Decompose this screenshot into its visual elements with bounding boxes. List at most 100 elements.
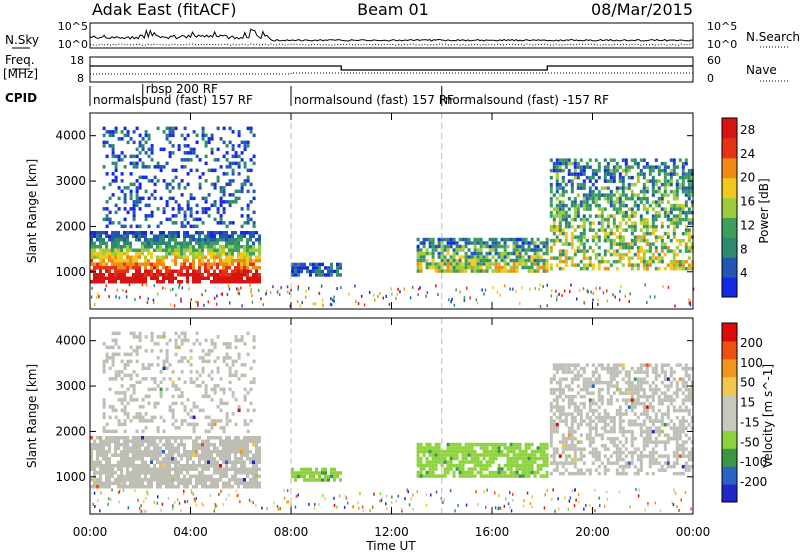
heatmap-cell <box>153 405 157 409</box>
heatmap-cell <box>138 450 141 454</box>
heatmap-cell <box>582 179 586 183</box>
heatmap-cell <box>258 450 261 454</box>
heatmap-cell <box>588 419 592 423</box>
heatmap-cell <box>591 182 595 187</box>
heatmap-cell <box>681 377 685 381</box>
heatmap-cell <box>615 450 619 455</box>
heatmap-cell <box>678 249 682 253</box>
heatmap-cell <box>633 384 637 388</box>
heatmap-cell <box>237 144 241 148</box>
heatmap-cell <box>681 464 685 469</box>
heatmap-cell <box>630 384 634 388</box>
heatmap-cell <box>222 207 226 211</box>
heatmap-cell <box>225 363 229 367</box>
heatmap-cell <box>624 380 628 385</box>
heatmap-cell <box>564 249 568 253</box>
heatmap-cell <box>294 266 297 270</box>
heatmap-cell <box>452 258 456 263</box>
heatmap-cell <box>497 241 501 245</box>
heatmap-cell <box>428 460 432 464</box>
heatmap-cell <box>573 168 577 173</box>
heatmap-cell <box>552 221 556 225</box>
heatmap-cell <box>552 214 556 218</box>
heatmap-cell <box>93 273 96 277</box>
heatmap-cell <box>213 467 216 471</box>
heatmap-cell <box>567 221 571 225</box>
heatmap-cell <box>579 266 583 271</box>
heatmap-cell <box>681 231 685 236</box>
heatmap-cell <box>524 237 528 242</box>
heatmap-cell <box>249 460 252 464</box>
heatmap-cell <box>582 370 586 374</box>
heatmap-cell <box>255 269 258 273</box>
heatmap-cell <box>642 221 646 225</box>
heatmap-cell <box>147 453 150 457</box>
heatmap-cell <box>675 433 679 437</box>
heatmap-cell <box>129 446 132 450</box>
heatmap-cell <box>630 405 634 409</box>
heatmap-cell <box>633 221 637 225</box>
heatmap-cell <box>111 193 115 197</box>
heatmap-cell <box>630 210 634 215</box>
heatmap-cell <box>198 234 201 238</box>
heatmap-cell <box>162 259 165 263</box>
heatmap-cell <box>204 457 207 461</box>
heatmap-cell <box>132 130 136 134</box>
heatmap-cell <box>102 207 106 211</box>
near-range-speckle <box>395 297 397 301</box>
heatmap-cell <box>443 467 447 471</box>
near-range-speckle <box>519 302 521 306</box>
heatmap-cell <box>252 133 256 138</box>
heatmap-cell <box>585 217 589 222</box>
heatmap-cell <box>243 165 247 169</box>
heatmap-cell <box>234 481 237 485</box>
heatmap-cell <box>240 446 243 450</box>
heatmap-cell <box>464 474 468 478</box>
heatmap-cell <box>231 412 235 416</box>
heatmap-cell <box>159 460 162 464</box>
heatmap-cell <box>684 380 688 385</box>
heatmap-cell <box>636 245 640 250</box>
heatmap-cell <box>606 447 610 451</box>
heatmap-cell <box>153 241 156 245</box>
heatmap-cell <box>135 165 139 169</box>
heatmap-cell <box>564 363 568 367</box>
heatmap-cell <box>198 248 201 252</box>
near-range-speckle <box>125 295 128 299</box>
heatmap-cell <box>545 244 549 249</box>
heatmap-cell <box>231 245 234 249</box>
heatmap-cell <box>219 408 223 413</box>
noise-left-tick-bottom: 10^0 <box>58 38 88 51</box>
heatmap-cell <box>156 207 160 211</box>
heatmap-cell <box>222 154 226 159</box>
heatmap-cell <box>561 161 565 166</box>
heatmap-cell <box>561 398 565 402</box>
heatmap-cell <box>156 478 159 482</box>
heatmap-cell <box>216 273 219 277</box>
heatmap-cell <box>117 436 120 440</box>
heatmap-cell <box>231 248 234 252</box>
heatmap-cell <box>192 147 196 152</box>
heatmap-cell <box>105 429 109 434</box>
near-range-speckle <box>689 301 691 305</box>
heatmap-cell <box>171 401 175 406</box>
heatmap-cell <box>627 461 631 465</box>
heatmap-cell <box>132 474 135 478</box>
heatmap-cell <box>192 485 195 489</box>
heatmap-cell <box>144 426 148 430</box>
heatmap-cell <box>219 276 222 280</box>
heatmap-cell <box>198 252 201 256</box>
heatmap-cell <box>419 467 423 471</box>
heatmap-cell <box>663 373 667 378</box>
heatmap-cell <box>464 251 468 256</box>
heatmap-cell <box>539 258 543 263</box>
date-title: 08/Mar/2015 <box>591 0 693 19</box>
heatmap-cell <box>675 165 679 169</box>
heatmap-cell <box>135 238 138 242</box>
heatmap-cell <box>527 269 531 273</box>
heatmap-cell <box>138 140 142 145</box>
heatmap-cell <box>558 224 562 229</box>
heatmap-cell <box>156 436 159 440</box>
heatmap-cell <box>210 485 213 489</box>
heatmap-cell <box>126 474 129 478</box>
